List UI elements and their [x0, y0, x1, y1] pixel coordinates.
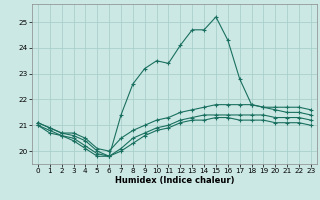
X-axis label: Humidex (Indice chaleur): Humidex (Indice chaleur)	[115, 176, 234, 185]
